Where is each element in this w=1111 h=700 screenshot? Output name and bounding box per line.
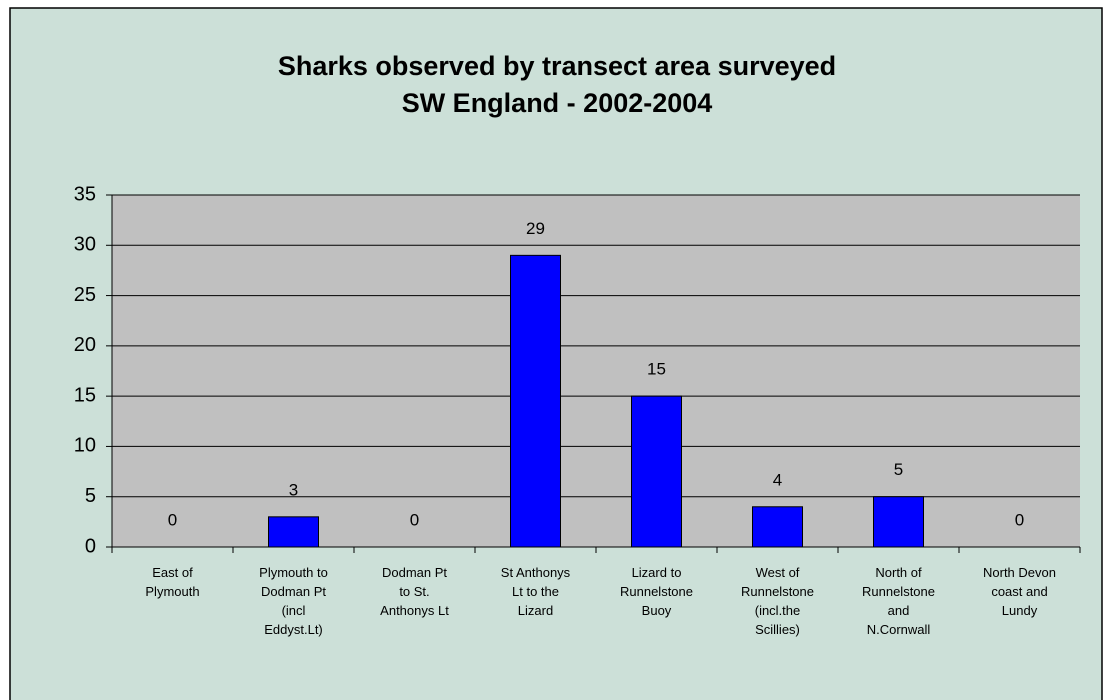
x-tick-label: Dodman Pt to St. Anthonys Lt [380,565,449,618]
data-label: 15 [647,360,666,379]
x-tick-label-line: West of [756,565,800,580]
x-tick-label-line: to St. [399,584,429,599]
x-tick-label: Plymouth to Dodman Pt (incl Eddyst.Lt) [259,565,328,637]
chart-subtitle: SW England - 2002-2004 [402,88,713,118]
y-tick-label: 0 [85,535,96,557]
x-tick-label-line: Lt to the [512,584,559,599]
x-tick-label-line: Dodman Pt [261,584,326,599]
x-tick-label-line: Buoy [642,603,672,618]
x-tick-label-line: Runnelstone [862,584,935,599]
bar [631,395,682,548]
data-label: 3 [289,480,298,499]
bar [752,506,803,548]
x-tick-label-line: Runnelstone [620,584,693,599]
x-tick-label: West of Runnelstone (incl.the Scillies) [741,565,814,637]
data-label: 29 [526,219,545,238]
x-tick-label-line: Scillies) [755,622,800,637]
data-label: 0 [168,510,177,529]
x-tick-label-line: N.Cornwall [867,622,931,637]
data-label: 0 [1015,510,1024,529]
x-tick-label-line: and [888,603,910,618]
bar [268,516,319,548]
bar [510,254,561,548]
x-tick-label-line: Eddyst.Lt) [264,622,323,637]
x-tick-label-line: coast and [991,584,1047,599]
x-tick-label: North of Runnelstone and N.Cornwall [862,565,935,637]
x-tick-label-line: Plymouth [145,584,199,599]
chart-title: Sharks observed by transect area surveye… [278,51,836,81]
x-tick-label-line: (incl.the [755,603,801,618]
y-tick-label: 25 [74,284,96,306]
x-tick-label-line: Runnelstone [741,584,814,599]
x-tick-label-line: Lizard [518,603,553,618]
x-tick-label-line: East of [152,565,193,580]
plot-area [112,195,1080,547]
y-tick-label: 20 [74,334,96,356]
x-tick-label-line: Dodman Pt [382,565,447,580]
y-tick-label: 15 [74,384,96,406]
y-tick-label: 5 [85,485,96,507]
y-tick-label: 10 [74,435,96,457]
y-tick-label: 30 [74,234,96,256]
x-tick-label-line: North of [875,565,922,580]
data-label: 5 [894,460,903,479]
x-tick-label-line: Plymouth to [259,565,328,580]
x-tick-label-line: North Devon [983,565,1056,580]
x-tick-label-line: Lizard to [632,565,682,580]
x-tick-label: East of Plymouth [145,565,199,599]
x-tick-label-line: Anthonys Lt [380,603,449,618]
x-tick-label-line: Lundy [1002,603,1038,618]
x-tick-label-line: (incl [282,603,306,618]
x-tick-label: North Devon coast and Lundy [983,565,1056,618]
x-tick-label: St Anthonys Lt to the Lizard [501,565,571,618]
data-label: 4 [773,470,782,489]
x-tick-label-line: St Anthonys [501,565,571,580]
y-tick-label: 35 [74,183,96,205]
data-label: 0 [410,510,419,529]
bar [873,496,924,548]
x-tick-label: Lizard to Runnelstone Buoy [620,565,693,618]
